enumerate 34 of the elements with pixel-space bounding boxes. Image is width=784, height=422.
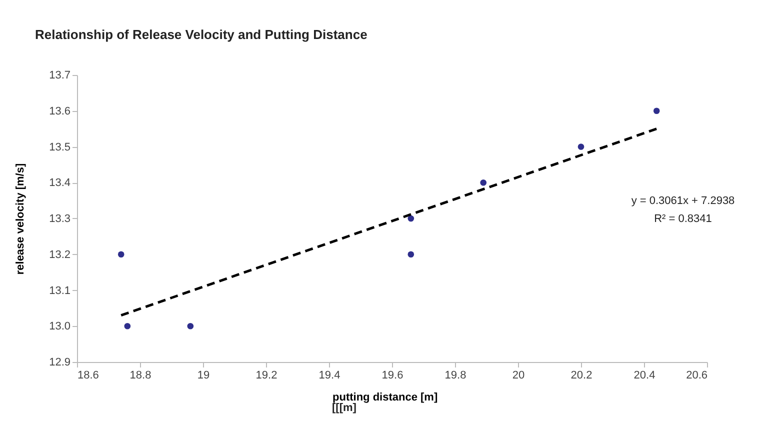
x-tick-label: 19 <box>197 370 210 382</box>
y-tick-label: 13.6 <box>49 105 70 118</box>
y-tick-label: 13.5 <box>49 141 70 154</box>
x-tick-label: 18.6 <box>78 370 99 382</box>
annotation: R² = 0.8341 <box>654 213 712 225</box>
point <box>187 322 194 330</box>
point <box>408 215 414 222</box>
y-tick-label: 12.9 <box>49 356 70 368</box>
y-tick-label: 13.1 <box>49 284 70 297</box>
point <box>653 108 660 114</box>
y-tick-label: 13.7 <box>49 70 70 82</box>
chart-title: Relationship of Release Velocity and Putting Distance <box>35 27 368 42</box>
x-tick-label: 20 <box>512 370 525 382</box>
annotation: y = 0.3061x + 7.2938 <box>631 195 735 207</box>
x-tick-label: 20.2 <box>570 370 592 382</box>
x-tick-label: 19.4 <box>318 370 340 382</box>
x-tick-label: 19.6 <box>382 370 404 382</box>
y-tick-label: 13.4 <box>49 177 70 190</box>
y-axis-title: release velocity [m/s] <box>14 163 26 275</box>
point <box>408 251 414 258</box>
x-tick-label: 19.2 <box>256 370 278 382</box>
point <box>118 251 124 258</box>
x-tick-label: 20.6 <box>686 370 708 382</box>
point <box>480 179 487 186</box>
y-tick-label: 13.0 <box>49 320 70 333</box>
x-tick-label: 19.8 <box>444 370 466 382</box>
y-tick-label: 13.2 <box>49 248 70 261</box>
point <box>124 322 131 330</box>
text: [[[m] <box>332 402 357 414</box>
y-tick-label: 13.3 <box>49 213 70 225</box>
x-tick-label: 20.4 <box>634 370 656 382</box>
x-tick-label: 18.8 <box>130 370 152 382</box>
point <box>578 144 584 150</box>
x-axis-title: putting distance [m] <box>332 392 438 404</box>
